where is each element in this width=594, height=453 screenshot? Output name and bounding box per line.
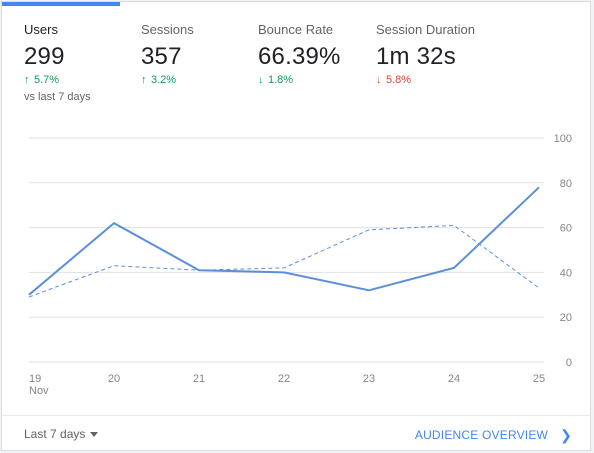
x-tick-label: 24: [448, 373, 460, 385]
y-tick-label: 100: [554, 133, 572, 145]
metric-tab-sessions[interactable]: Sessions 357 ↑ 3.2%: [141, 2, 251, 112]
series-line-previous-period: [28, 224, 540, 298]
arrow-down-icon: ↓: [258, 74, 264, 86]
chevron-right-icon: ❯: [560, 427, 572, 443]
date-range-dropdown[interactable]: Last 7 days: [24, 427, 99, 441]
x-tick-label: 19: [29, 373, 41, 385]
metric-delta: ↓ 1.8%: [258, 74, 293, 86]
metric-tab-users[interactable]: Users 299 ↑ 5.7% vs last 7 days: [24, 2, 134, 112]
comparison-label: vs last 7 days: [24, 91, 91, 103]
y-tick-label: 60: [560, 223, 572, 235]
metric-delta-value: 3.2%: [151, 74, 177, 86]
audience-overview-link[interactable]: AUDIENCE OVERVIEW ❯: [415, 427, 572, 444]
metric-delta: ↑ 5.7%: [24, 74, 59, 86]
metric-value: 357: [141, 43, 182, 70]
x-tick-label: 21: [193, 373, 205, 385]
metric-name: Bounce Rate: [258, 22, 334, 37]
metric-tab-session-duration[interactable]: Session Duration 1m 32s ↓ 5.8%: [376, 2, 506, 112]
arrow-up-icon: ↑: [141, 74, 147, 86]
metric-value: 1m 32s: [376, 43, 456, 70]
x-tick-label: 25: [533, 373, 545, 385]
metric-name: Session Duration: [376, 22, 475, 37]
metric-delta: ↑ 3.2%: [141, 74, 176, 86]
caret-down-icon: [90, 432, 99, 438]
chart-svg: 0 20 40 60 80 100 19 20 21 22 23 24 25 Nov: [28, 133, 572, 397]
series-line-current-period: [28, 186, 540, 296]
metric-delta-value: 5.7%: [34, 74, 60, 86]
active-tab-indicator: [2, 2, 120, 6]
y-tick-label: 20: [560, 312, 572, 324]
x-tick-label: 23: [363, 373, 375, 385]
metric-delta: ↓ 5.8%: [376, 74, 411, 86]
y-tick-label: 40: [560, 267, 572, 279]
metric-name: Users: [24, 22, 58, 37]
audience-overview-label: AUDIENCE OVERVIEW: [414, 428, 549, 442]
metric-delta-value: 5.8%: [386, 74, 412, 86]
metric-tabs: Users 299 ↑ 5.7% vs last 7 days Sessions …: [2, 2, 590, 112]
metric-name: Sessions: [141, 22, 194, 37]
metric-delta-value: 1.8%: [268, 74, 294, 86]
users-line-chart: 0 20 40 60 80 100 19 20 21 22 23 24 25 Nov: [2, 112, 592, 412]
x-tick-label: 22: [278, 373, 290, 385]
metric-tab-bounce-rate[interactable]: Bounce Rate 66.39% ↓ 1.8%: [258, 2, 368, 112]
y-tick-label: 0: [566, 357, 572, 369]
date-range-label: Last 7 days: [24, 427, 86, 441]
metric-value: 66.39%: [258, 43, 341, 70]
arrow-down-icon: ↓: [376, 74, 382, 86]
card-footer: Last 7 days AUDIENCE OVERVIEW ❯: [2, 415, 590, 452]
y-tick-label: 80: [560, 178, 572, 190]
x-tick-sublabel: Nov: [29, 385, 49, 397]
arrow-up-icon: ↑: [24, 74, 30, 86]
metric-value: 299: [24, 43, 65, 70]
x-tick-label: 20: [108, 373, 120, 385]
